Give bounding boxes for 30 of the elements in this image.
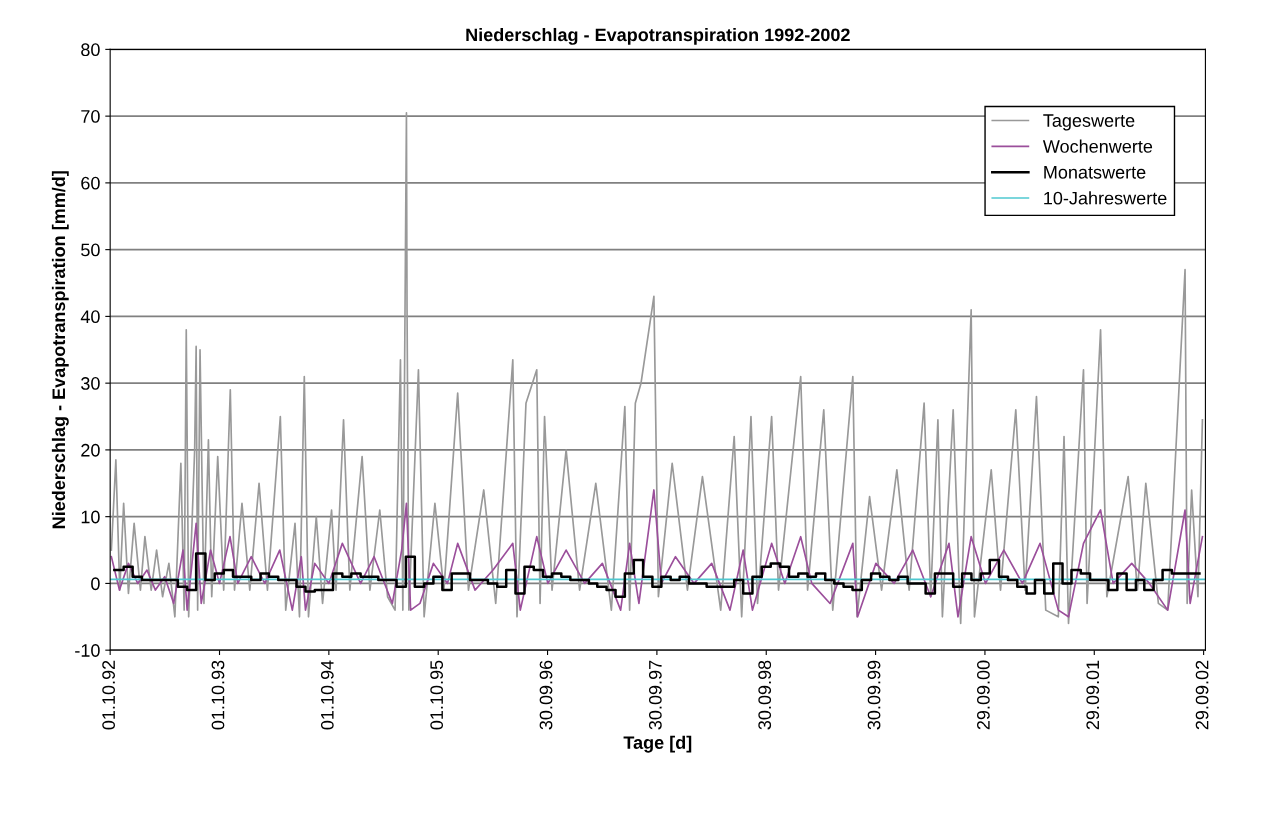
x-tick-label: 01.10.94: [320, 660, 334, 730]
y-tick-label: 0: [91, 577, 100, 591]
x-axis-title: Tage [d]: [623, 735, 692, 753]
legend-label: 10-Jahreswerte: [1044, 191, 1167, 205]
chart-title: Niederschlag - Evapotranspiration 1992-2002: [466, 27, 850, 45]
y-tick-label: 10: [81, 510, 100, 524]
x-tick-label: 01.10.95: [430, 660, 444, 730]
line-series: [110, 489, 1204, 618]
x-tick-label: 29.09.01: [1086, 660, 1100, 730]
x-tick-label: 30.09.97: [648, 660, 662, 730]
legend-label: Tageswerte: [1043, 114, 1135, 131]
line-series: [110, 111, 1204, 625]
y-tick-label: 40: [80, 310, 100, 324]
y-tick-label: 60: [81, 176, 100, 190]
y-tick-label: 70: [81, 110, 100, 123]
y-tick-label: 50: [81, 243, 100, 257]
y-tick-label: 80: [81, 43, 100, 57]
y-tick-label: 20: [81, 443, 100, 457]
x-tick-label: 30.09.99: [867, 660, 881, 730]
legend-label: Monatswerte: [1044, 166, 1146, 179]
x-tick-label: 01.10.92: [102, 660, 116, 730]
y-axis-title: Niederschlag - Evapotranspiration [mm/d]: [51, 171, 69, 529]
x-tick-label: 30.09.98: [758, 660, 772, 730]
x-tick-label: 01.10.93: [211, 660, 225, 730]
x-tick-label: 30.09.96: [539, 660, 553, 730]
legend-label: Wochenwerte: [1042, 139, 1153, 153]
x-tick-label: 29.09.02: [1195, 660, 1209, 730]
y-tick-label: 30: [81, 377, 100, 390]
x-tick-label: 29.09.00: [976, 660, 990, 730]
y-tick-label: -10: [75, 644, 100, 657]
